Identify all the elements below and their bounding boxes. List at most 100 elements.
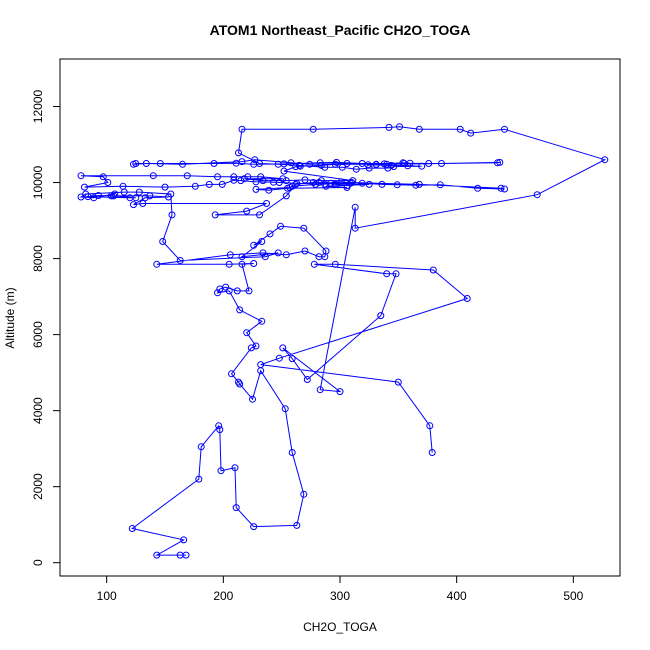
data-point <box>349 177 357 185</box>
data-point <box>236 380 244 388</box>
data-point <box>287 159 295 167</box>
data-point <box>259 249 267 257</box>
data-point <box>301 176 309 184</box>
data-point <box>161 183 169 191</box>
data-point <box>377 312 385 320</box>
data-point <box>235 378 242 386</box>
data-point <box>279 175 287 183</box>
data-point <box>364 161 372 169</box>
data-point <box>159 238 167 245</box>
data-point <box>84 193 92 201</box>
data-point <box>316 159 324 167</box>
data-point <box>497 184 505 192</box>
data-point <box>474 184 482 192</box>
data-point <box>130 201 137 209</box>
data-point <box>601 156 609 164</box>
data-point <box>168 211 176 219</box>
data-point <box>252 185 260 193</box>
x-tick-label: 100 <box>97 589 117 603</box>
data-point <box>81 183 88 191</box>
data-point <box>352 165 360 173</box>
data-point <box>176 551 184 559</box>
data-point <box>425 160 433 167</box>
data-point <box>288 355 296 363</box>
data-point <box>226 251 234 259</box>
data-point <box>210 160 218 167</box>
y-tick-label: 4000 <box>31 397 45 424</box>
x-tick-label: 200 <box>213 589 233 603</box>
data-point <box>245 287 253 295</box>
data-point <box>277 222 284 230</box>
data-point <box>99 173 107 181</box>
data-point <box>252 178 260 186</box>
data-point <box>303 376 311 383</box>
data-point <box>153 551 161 559</box>
data-point <box>119 182 127 190</box>
data-point <box>141 194 149 202</box>
data-point <box>279 344 287 352</box>
data-point <box>275 354 283 362</box>
data-point <box>104 179 112 186</box>
data-point <box>418 162 426 170</box>
data-point <box>195 475 203 483</box>
data-point <box>95 192 102 199</box>
data-point <box>321 180 329 188</box>
data-point <box>231 464 239 472</box>
data-point <box>372 161 380 169</box>
data-point <box>211 211 219 219</box>
data-point <box>333 158 340 166</box>
data-point <box>251 156 259 164</box>
data-point <box>237 177 245 185</box>
data-point <box>135 188 143 196</box>
data-point <box>240 175 248 183</box>
data-point <box>301 247 309 255</box>
x-tick-label: 500 <box>563 589 583 603</box>
data-point <box>404 162 412 170</box>
data-point <box>256 160 263 167</box>
data-point <box>110 192 118 200</box>
y-tick-label: 2000 <box>31 473 45 500</box>
data-point <box>139 200 147 207</box>
data-point <box>394 378 402 386</box>
data-point <box>337 178 345 186</box>
data-point <box>183 172 191 180</box>
data-point <box>312 180 319 188</box>
data-point <box>429 266 437 274</box>
data-point <box>343 182 351 190</box>
data-point <box>282 192 290 200</box>
data-point <box>282 251 290 259</box>
data-point <box>238 253 246 261</box>
x-axis-label: CH2O_TOGA <box>303 620 377 634</box>
x-tick-label: 300 <box>330 589 350 603</box>
data-point <box>259 177 267 185</box>
y-tick-label: 8000 <box>31 245 45 272</box>
data-point <box>236 306 244 314</box>
y-tick-label: 6000 <box>31 321 45 348</box>
data-point <box>426 422 434 430</box>
data-point <box>214 289 221 297</box>
data-point <box>250 241 258 249</box>
data-point <box>351 203 359 211</box>
data-point <box>282 177 290 185</box>
data-point <box>250 523 258 531</box>
data-point <box>293 179 301 187</box>
data-point <box>322 247 330 255</box>
data-point <box>222 283 230 291</box>
data-point <box>428 449 436 456</box>
data-point <box>153 260 161 268</box>
y-tick-label: 12000 <box>31 90 45 124</box>
data-point <box>295 161 303 169</box>
data-point <box>336 388 344 396</box>
data-point <box>230 176 238 184</box>
data-point <box>244 173 252 181</box>
data-point <box>365 180 373 188</box>
data-point <box>165 193 172 201</box>
x-axis: 100 200 300 400 500 <box>97 576 584 603</box>
data-point <box>321 163 329 171</box>
data-point <box>343 160 351 167</box>
data-point <box>257 173 265 181</box>
data-point <box>132 194 140 202</box>
data-point <box>257 361 265 369</box>
data-point <box>293 521 301 529</box>
